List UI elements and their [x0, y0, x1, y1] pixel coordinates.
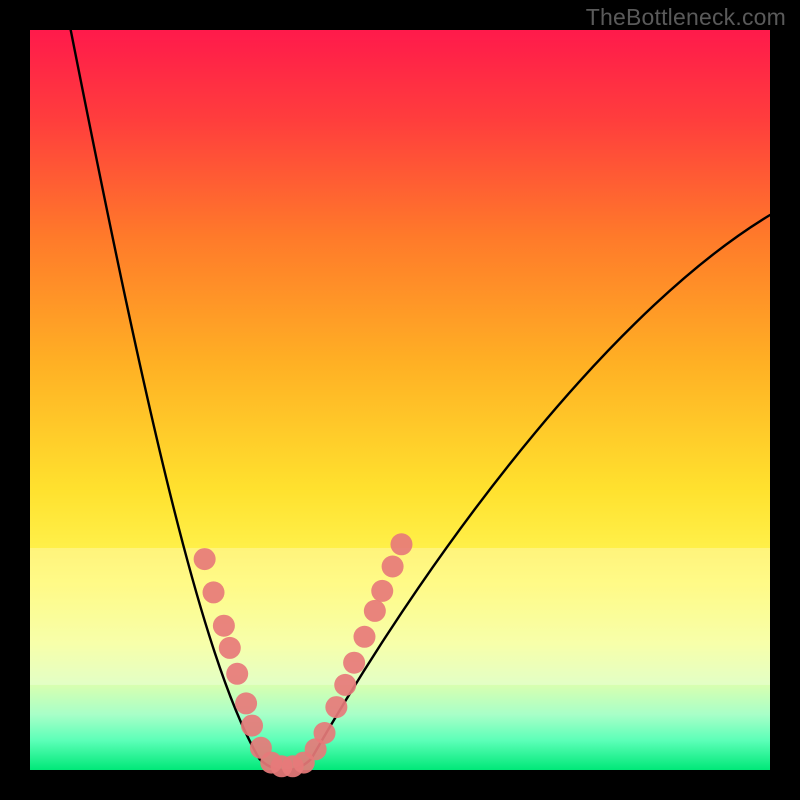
- stage: TheBottleneck.com: [0, 0, 800, 800]
- watermark-text: TheBottleneck.com: [586, 4, 786, 31]
- marker-dot: [235, 692, 257, 714]
- marker-dot: [371, 580, 393, 602]
- marker-dot: [194, 548, 216, 570]
- marker-dot: [213, 615, 235, 637]
- marker-dot: [226, 663, 248, 685]
- marker-dot: [314, 722, 336, 744]
- marker-dot: [382, 556, 404, 578]
- marker-dot: [353, 626, 375, 648]
- marker-dot: [334, 674, 356, 696]
- marker-dot: [203, 581, 225, 603]
- marker-dot: [241, 715, 263, 737]
- marker-dot: [364, 600, 386, 622]
- marker-dot: [325, 696, 347, 718]
- marker-dot: [390, 533, 412, 555]
- marker-dot: [219, 637, 241, 659]
- marker-dot: [343, 652, 365, 674]
- chart-svg: [0, 0, 800, 800]
